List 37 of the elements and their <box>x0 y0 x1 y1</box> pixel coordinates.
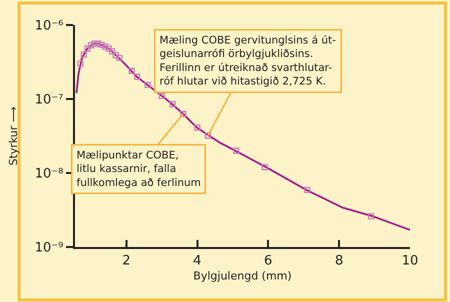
annotation: Mælipunktar COBE, litlu kassarnir, falla fullkomlega að ferlinum <box>76 150 201 189</box>
point <box>180 110 186 117</box>
point <box>84 45 91 52</box>
point <box>112 52 119 58</box>
point <box>91 40 98 47</box>
point <box>102 44 108 50</box>
annotation: Mæling COBE gervitunglsins á út- geislunarrófi örbylgjukliðsins. Ferillinn er útreiknað svarthlutar- róf hlutar við hitastigið 2,725 K. <box>160 34 336 88</box>
point <box>194 124 200 131</box>
x-tick-label: 2 <box>122 254 131 269</box>
point <box>98 42 105 48</box>
point <box>88 42 94 48</box>
point <box>304 186 310 194</box>
point <box>106 45 112 52</box>
point <box>169 101 176 108</box>
point <box>116 54 122 61</box>
point <box>262 164 268 170</box>
point <box>134 74 140 80</box>
y-tick-label: 10⁻⁹ <box>34 240 64 256</box>
y-tick-label: 10⁻⁶ <box>34 18 64 34</box>
point <box>233 148 240 154</box>
y-tick-label: 10⁻⁸ <box>34 166 64 182</box>
y-tick-label: 10⁻⁷ <box>34 92 64 108</box>
point <box>144 82 151 88</box>
x-tick-label: 6 <box>264 254 272 269</box>
point <box>204 132 212 139</box>
point <box>128 68 135 74</box>
point <box>80 51 87 58</box>
x-tick-label: 8 <box>334 254 344 269</box>
point <box>109 48 116 54</box>
point <box>77 60 84 67</box>
x-axis-title: Bylgjulengd (mm) <box>193 269 292 282</box>
point <box>94 40 102 47</box>
y-axis-title: Styrkur ⟶ <box>6 106 20 166</box>
point <box>368 213 374 220</box>
x-tick-label: 10 <box>402 254 418 269</box>
x-tick-label: 4 <box>193 254 202 269</box>
point <box>158 92 165 100</box>
